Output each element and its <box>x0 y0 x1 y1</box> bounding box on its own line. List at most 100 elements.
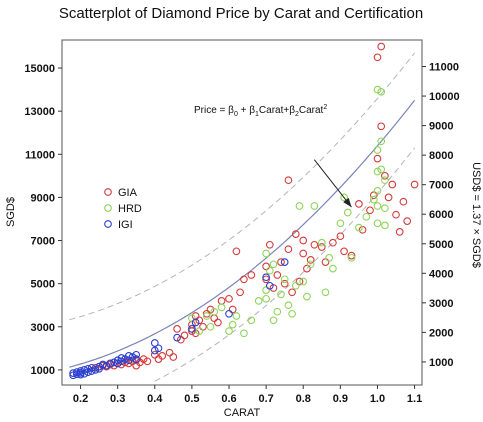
data-point-gia <box>310 240 319 249</box>
upper-prediction-band <box>69 52 415 321</box>
data-point-gia <box>206 305 215 314</box>
data-point-gia <box>299 249 308 258</box>
x-tick-label: 0.2 <box>73 393 88 405</box>
y-right-tick-label: 9000 <box>429 121 453 133</box>
x-tick-label: 1.0 <box>370 393 385 405</box>
data-point-gia <box>284 176 293 185</box>
y-right-tick-label: 10000 <box>429 91 460 103</box>
data-point-hrd <box>355 223 363 232</box>
y-axis-right-ticks: 1000 2000 3000 4000 5000 6000 7000 8000 9000 1000… <box>422 62 460 369</box>
data-point-gia <box>284 245 293 254</box>
data-point-gia <box>355 200 363 208</box>
data-point-hrd <box>299 277 308 286</box>
data-point-hrd <box>232 312 241 320</box>
data-point-hrd <box>195 327 204 335</box>
data-point-igi <box>132 350 141 359</box>
data-point-gia <box>303 264 311 273</box>
data-point-gia <box>373 154 382 163</box>
data-point-igi <box>132 355 141 363</box>
data-point-gia <box>377 122 386 131</box>
data-point-gia <box>195 316 204 325</box>
data-point-gia <box>265 240 274 249</box>
data-point-hrd <box>288 309 296 318</box>
data-point-gia <box>336 232 345 241</box>
data-point-igi <box>117 357 126 366</box>
data-point-igi <box>188 325 196 333</box>
chart-title: Scatterplot of Diamond Price by Carat an… <box>59 5 423 22</box>
x-tick-label: 0.5 <box>184 393 199 405</box>
data-point-gia <box>180 331 189 340</box>
y-left-tick-label: 13000 <box>24 106 55 118</box>
data-point-hrd <box>373 219 382 228</box>
data-point-hrd <box>277 290 285 299</box>
data-point-hrd <box>262 249 270 258</box>
data-point-gia <box>366 206 374 215</box>
lower-prediction-band <box>154 147 415 382</box>
data-points-group <box>69 42 419 380</box>
data-point-igi <box>98 360 107 369</box>
data-point-igi <box>150 339 159 347</box>
data-point-gia <box>232 247 241 256</box>
data-point-hrd <box>254 297 263 305</box>
y-right-tick-label: 7000 <box>429 180 453 192</box>
data-point-gia <box>340 247 348 256</box>
data-point-igi <box>117 354 126 362</box>
data-point-igi <box>154 344 163 353</box>
data-point-gia <box>158 352 167 360</box>
x-tick-label: 0.6 <box>221 393 236 405</box>
data-point-hrd <box>269 260 278 269</box>
annotation-arrowhead <box>343 197 352 208</box>
data-point-hrd <box>343 208 352 217</box>
data-point-gia <box>240 275 248 284</box>
data-point-igi <box>280 258 289 266</box>
data-point-hrd <box>369 195 378 204</box>
data-point-gia <box>291 230 300 238</box>
data-point-igi <box>87 367 96 375</box>
data-point-hrd <box>329 264 337 273</box>
data-point-hrd <box>273 307 282 316</box>
data-point-gia <box>317 243 326 251</box>
legend-marker-hrd <box>104 204 112 212</box>
data-point-gia <box>214 318 222 327</box>
data-point-gia <box>165 348 174 357</box>
data-point-gia <box>247 271 256 279</box>
data-point-igi <box>102 361 111 370</box>
data-point-gia <box>280 279 289 288</box>
y-axis-left-ticks: 1000 3000 5000 7000 9000 11000 13000 15000 <box>24 63 62 377</box>
data-point-gia <box>236 288 244 297</box>
data-point-gia <box>202 309 211 318</box>
data-point-hrd <box>325 253 334 262</box>
y-right-tick-label: 6000 <box>429 209 453 221</box>
data-point-hrd <box>284 301 293 310</box>
data-point-hrd <box>317 238 326 247</box>
data-point-hrd <box>347 253 356 262</box>
y-left-tick-label: 3000 <box>31 322 55 334</box>
legend-label-gia: GIA <box>118 187 138 199</box>
data-point-gia <box>262 262 270 271</box>
data-point-gia <box>347 251 356 260</box>
data-point-gia <box>306 256 315 264</box>
data-point-igi <box>225 309 233 318</box>
x-axis-label: CARAT <box>224 407 261 419</box>
data-point-hrd <box>247 316 256 325</box>
data-point-hrd <box>228 320 237 329</box>
data-point-gia <box>392 210 400 219</box>
data-point-hrd <box>240 329 248 338</box>
data-point-igi <box>87 363 96 372</box>
x-tick-label: 0.3 <box>110 393 125 405</box>
legend: GIA HRD IGI <box>94 183 156 235</box>
data-point-gia <box>139 355 148 363</box>
data-point-hrd <box>381 204 389 213</box>
data-point-gia <box>199 322 207 331</box>
data-point-hrd <box>303 292 311 301</box>
data-point-igi <box>265 281 274 290</box>
data-point-hrd <box>262 294 270 303</box>
data-point-hrd <box>373 202 382 210</box>
legend-marker-gia <box>104 188 112 196</box>
data-point-hrd <box>310 202 319 210</box>
data-point-gia <box>217 297 226 305</box>
data-point-hrd <box>210 307 219 316</box>
y-right-tick-label: 1000 <box>429 357 453 369</box>
